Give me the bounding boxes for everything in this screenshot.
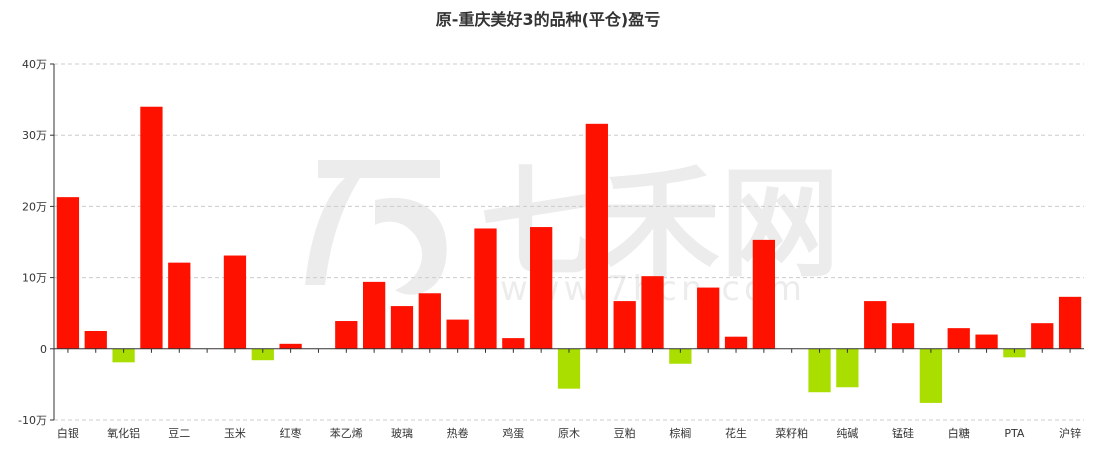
bar[interactable] [335, 321, 358, 349]
bar[interactable] [418, 293, 441, 349]
y-tick-label: 10万 [22, 272, 47, 285]
x-tick-label: 棕榈 [669, 426, 691, 440]
bar[interactable] [891, 323, 915, 349]
x-tick-label: 豆粕 [614, 426, 636, 440]
bar[interactable] [530, 227, 553, 349]
bar[interactable] [84, 331, 107, 349]
bar[interactable] [752, 239, 775, 349]
bar[interactable] [1031, 323, 1054, 349]
bar[interactable] [502, 338, 525, 349]
bar[interactable] [836, 348, 859, 388]
bar[interactable] [251, 348, 274, 361]
bar[interactable] [140, 106, 163, 349]
x-tick-label: 豆二 [168, 427, 190, 440]
chart-title: 原-重庆美好3的品种(平仓)盈亏 [435, 10, 661, 29]
x-tick-label: 玻璃 [391, 426, 413, 440]
bar[interactable] [975, 334, 998, 349]
y-tick-label: 40万 [22, 58, 47, 71]
bar[interactable] [585, 123, 608, 349]
x-tick-label: 菜籽粕 [775, 426, 808, 440]
x-tick-label: 红枣 [280, 427, 302, 440]
y-tick-label: -10万 [18, 414, 47, 427]
x-tick-label: 热卷 [447, 426, 469, 440]
x-tick-label: 鸡蛋 [502, 426, 524, 440]
bar[interactable] [808, 348, 831, 393]
x-tick-label: 沪锌 [1059, 426, 1081, 440]
x-tick-label: 玉米 [224, 427, 246, 440]
bar[interactable] [669, 348, 692, 364]
y-tick-label: 20万 [22, 200, 47, 213]
bar[interactable] [1003, 348, 1026, 358]
bar[interactable] [947, 328, 970, 349]
x-tick-label: 氧化铝 [107, 426, 140, 440]
x-tick-label: 纯碱 [836, 427, 858, 440]
bar[interactable] [641, 276, 664, 349]
x-tick-label: 原木 [558, 427, 580, 440]
x-tick-label: 白糖 [948, 426, 970, 440]
y-tick-label: 30万 [22, 129, 47, 142]
y-tick-label: 0 [40, 343, 47, 356]
x-tick-label: 苯乙烯 [330, 426, 363, 440]
bar[interactable] [223, 255, 247, 349]
x-tick-label: 锰硅 [892, 426, 914, 440]
bar[interactable] [919, 348, 943, 403]
bar[interactable] [168, 262, 191, 349]
bar[interactable] [112, 348, 135, 363]
x-tick-label: PTA [1004, 427, 1024, 440]
bar[interactable] [390, 306, 414, 349]
bar[interactable] [864, 301, 887, 349]
bar[interactable] [613, 301, 636, 349]
bar[interactable] [446, 319, 469, 349]
bar[interactable] [363, 281, 386, 349]
x-tick-label: 白银 [57, 426, 79, 440]
bar[interactable] [474, 228, 497, 349]
bar[interactable] [56, 197, 80, 349]
bar[interactable] [557, 348, 581, 389]
bar[interactable] [279, 343, 302, 349]
bar[interactable] [724, 336, 748, 349]
bar[interactable] [697, 287, 720, 349]
bar[interactable] [1058, 296, 1082, 349]
x-tick-label: 花生 [725, 426, 747, 440]
